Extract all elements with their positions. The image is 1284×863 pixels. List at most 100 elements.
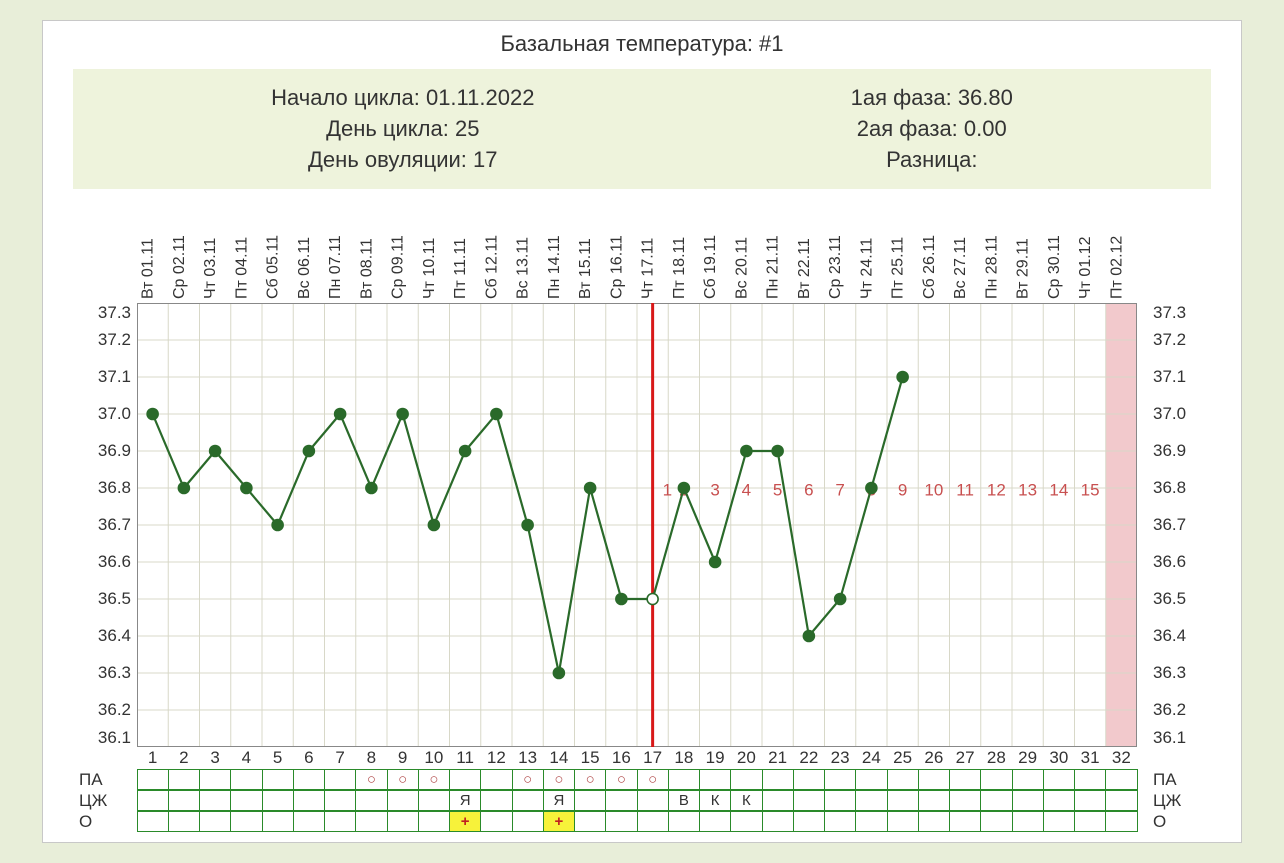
data-point: [553, 668, 564, 679]
y-axis-right: 37.337.237.137.036.936.836.736.636.536.4…: [1147, 303, 1211, 747]
row-label-pa: ПА: [73, 769, 137, 790]
info-box: Начало цикла: 01.11.2022 День цикла: 25 …: [73, 69, 1211, 189]
cell: [137, 769, 169, 790]
ytick-label: 36.4: [73, 618, 131, 655]
cell: [293, 790, 325, 811]
cell: [1074, 769, 1106, 790]
x-num: 6: [293, 747, 324, 769]
date-label: Сб 05.11: [265, 235, 282, 299]
cell: [793, 790, 825, 811]
date-label: Ср 16.11: [608, 236, 625, 300]
cell: [637, 811, 669, 832]
cell: [168, 790, 200, 811]
cell: [512, 790, 544, 811]
date-label: Вс 13.11: [515, 237, 532, 299]
cell: [699, 811, 731, 832]
date-label: Сб 12.11: [483, 235, 500, 299]
ytick-label: 36.7: [1153, 507, 1211, 544]
cell: [824, 790, 856, 811]
x-num: 26: [918, 747, 949, 769]
date-label: Вс 06.11: [296, 237, 313, 299]
cell: [574, 790, 606, 811]
cell: [418, 790, 450, 811]
cell: [418, 769, 450, 790]
row-label-o: О: [73, 811, 137, 832]
cell: [980, 811, 1012, 832]
date-label: Чт 01.12: [1077, 237, 1094, 300]
date-label: Сб 19.11: [702, 235, 719, 299]
temperature-plot: 123456789101112131415: [137, 303, 1137, 747]
cell: [605, 790, 637, 811]
cell: [730, 769, 762, 790]
ytick-label: 36.9: [1153, 433, 1211, 470]
cell: [355, 790, 387, 811]
cell: [855, 790, 887, 811]
cell: [637, 769, 669, 790]
row-label-cj: ЦЖ: [73, 790, 137, 811]
cell: [293, 811, 325, 832]
cell: [1105, 811, 1137, 832]
cell: [949, 769, 981, 790]
cell: [949, 790, 981, 811]
cell: [887, 811, 919, 832]
cell: [387, 811, 419, 832]
chart-wrap: Вт 01.11Ср 02.11Чт 03.11Пт 04.11Сб 05.11…: [73, 203, 1211, 769]
date-label: Ср 30.11: [1046, 236, 1063, 300]
ytick-label: 37.2: [1153, 322, 1211, 359]
data-point: [241, 483, 252, 494]
cell: [324, 790, 356, 811]
date-label: Ср 09.11: [390, 236, 407, 300]
cell: [1074, 790, 1106, 811]
x-num: 29: [1012, 747, 1043, 769]
x-num: 20: [731, 747, 762, 769]
cell: [168, 811, 200, 832]
x-axis-numbers: 1234567891011121314151617181920212223242…: [137, 747, 1147, 769]
cell: [1012, 790, 1044, 811]
x-num: 4: [231, 747, 262, 769]
cell: [230, 769, 262, 790]
date-label: Вс 27.11: [952, 237, 969, 299]
ytick-label: 36.1: [1153, 729, 1211, 748]
cell: [137, 811, 169, 832]
cell: [418, 811, 450, 832]
data-point: [710, 557, 721, 568]
ytick-label: 36.2: [1153, 692, 1211, 729]
date-label: Ср 02.11: [171, 236, 188, 300]
x-num: 12: [481, 747, 512, 769]
row-cells-cj: ЯЯВКК: [137, 790, 1147, 811]
cell: [449, 811, 481, 832]
cell: [543, 811, 575, 832]
cell: Я: [543, 790, 575, 811]
cell: [668, 769, 700, 790]
ytick-label: 37.3: [73, 303, 131, 322]
data-point: [335, 409, 346, 420]
cell: [1043, 790, 1075, 811]
ytick-label: 36.6: [73, 544, 131, 581]
cell: [668, 811, 700, 832]
date-label: Пн 21.11: [765, 236, 782, 300]
row-cells-pa: [137, 769, 1147, 790]
date-label: Чт 10.11: [421, 238, 438, 299]
ytick-label: 36.8: [73, 470, 131, 507]
cell: [980, 769, 1012, 790]
phase2-num: 9: [898, 481, 907, 500]
phase2-num: 4: [742, 481, 751, 500]
x-num: 24: [856, 747, 887, 769]
row-label-pa-right: ПА: [1147, 769, 1211, 790]
cell: [449, 769, 481, 790]
date-label: Ср 23.11: [827, 236, 844, 300]
ytick-label: 36.9: [73, 433, 131, 470]
x-num: 25: [887, 747, 918, 769]
x-num: 13: [512, 747, 543, 769]
ytick-label: 37.1: [73, 359, 131, 396]
cell: [512, 811, 544, 832]
data-point: [772, 446, 783, 457]
date-label: Вт 15.11: [577, 239, 594, 300]
cell: [605, 811, 637, 832]
phase2-num: 11: [956, 481, 974, 500]
date-label: Вт 01.11: [140, 239, 157, 300]
data-point: [741, 446, 752, 457]
cell: [762, 811, 794, 832]
x-num: 30: [1043, 747, 1074, 769]
cell: [1074, 811, 1106, 832]
